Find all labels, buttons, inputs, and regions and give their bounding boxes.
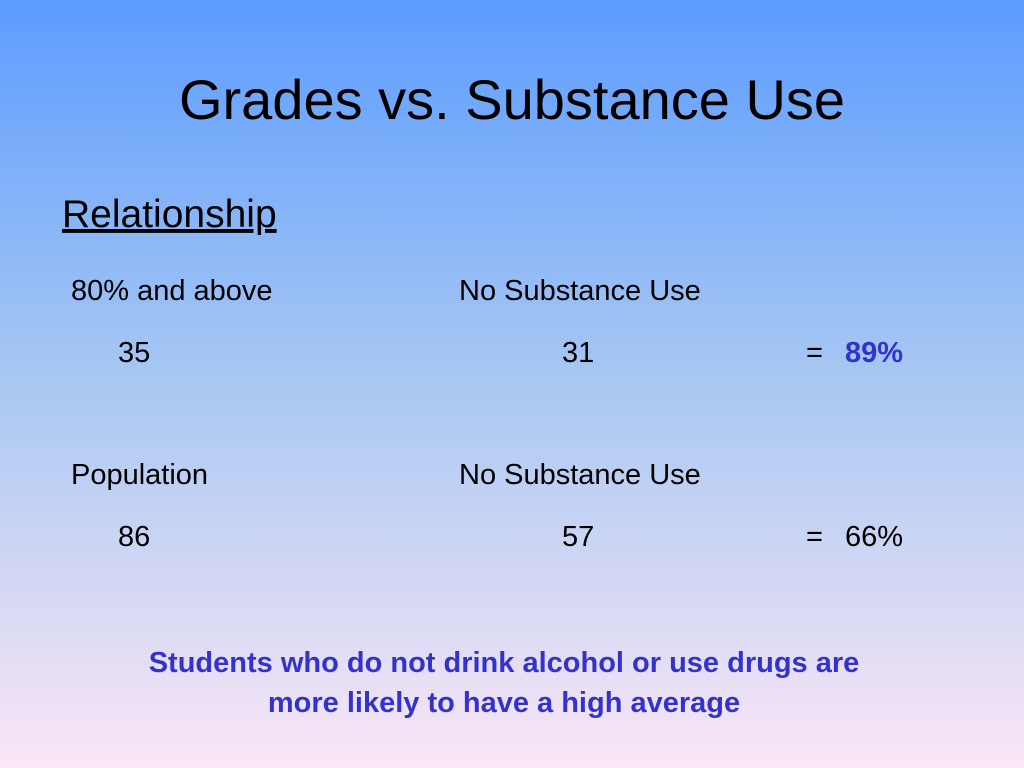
row-result: 66%	[845, 521, 903, 553]
row-subset: 31	[562, 337, 594, 369]
slide-title: Grades vs. Substance Use	[179, 68, 845, 131]
conclusion-line: more likely to have a high average	[268, 687, 740, 719]
row-subset: 57	[562, 521, 594, 553]
row-condition: No Substance Use	[459, 275, 701, 307]
row-condition: No Substance Use	[459, 459, 701, 491]
row-equals: =	[806, 337, 823, 369]
subtitle: Relationship	[62, 193, 277, 236]
row-count: 35	[118, 337, 150, 369]
row-result: 89%	[845, 337, 903, 369]
row-label: 80% and above	[71, 275, 273, 307]
row-count: 86	[118, 521, 150, 553]
row-label: Population	[71, 459, 208, 491]
conclusion-line: Students who do not drink alcohol or use…	[149, 647, 860, 679]
row-equals: =	[806, 521, 823, 553]
